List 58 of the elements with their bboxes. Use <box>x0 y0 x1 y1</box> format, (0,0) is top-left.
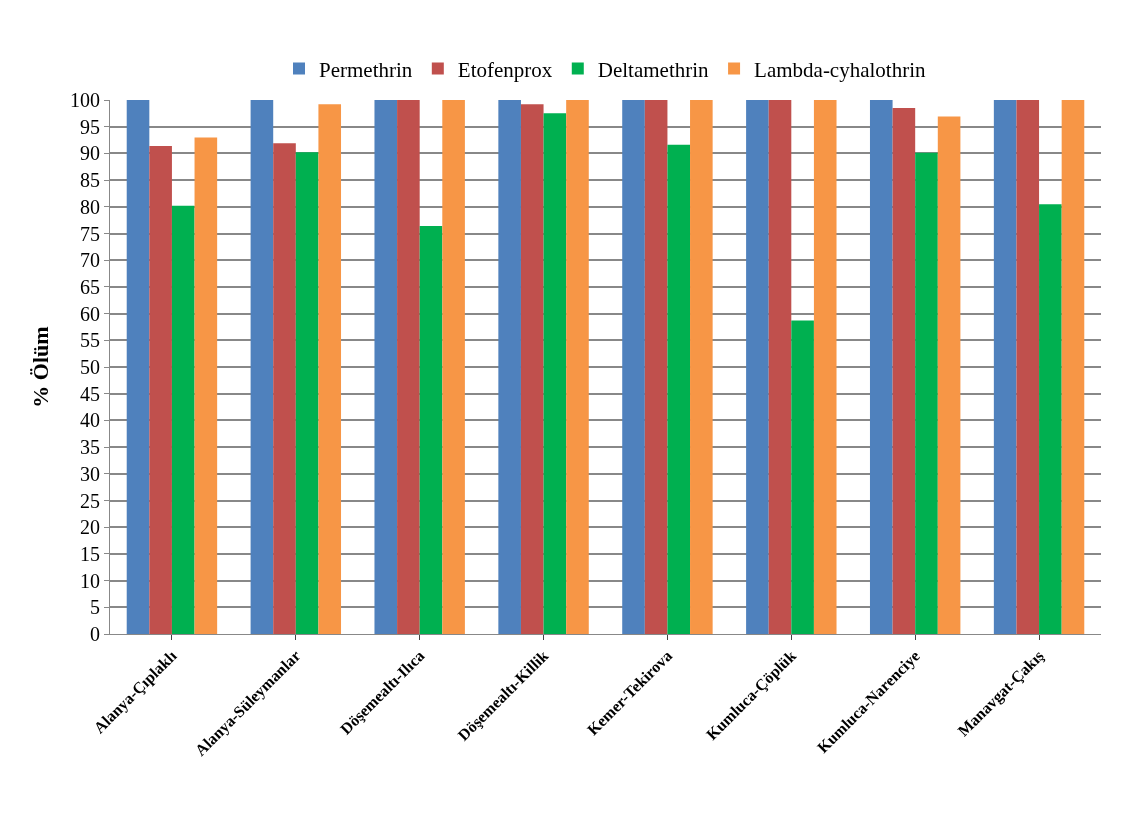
y-tick-label: 35 <box>80 436 100 459</box>
bar <box>937 116 961 634</box>
bar <box>318 104 342 634</box>
bar <box>644 100 668 634</box>
bar <box>498 100 521 634</box>
bar <box>690 100 713 634</box>
y-tick-label: 75 <box>80 222 100 245</box>
y-tick-label: 70 <box>80 249 100 272</box>
y-tick-label: 95 <box>80 115 100 138</box>
bar <box>566 100 589 634</box>
legend-label: Permethrin <box>319 57 413 82</box>
bar <box>419 226 443 634</box>
bar <box>892 108 916 634</box>
bar <box>171 205 195 634</box>
y-tick-label: 40 <box>80 409 100 432</box>
bar <box>442 100 465 634</box>
y-tick-label: 65 <box>80 275 100 298</box>
y-tick-label: 100 <box>70 89 100 111</box>
bar <box>1016 100 1040 634</box>
bar <box>813 100 837 634</box>
bar <box>1061 100 1085 634</box>
bar <box>520 104 544 634</box>
bar <box>543 113 567 634</box>
bar <box>149 145 172 634</box>
legend-label: Deltamethrin <box>597 57 710 82</box>
bar <box>250 100 274 634</box>
bar <box>915 152 938 634</box>
bar <box>667 144 691 634</box>
bar <box>397 100 420 634</box>
bar <box>1039 204 1062 634</box>
bar <box>791 320 814 634</box>
bar <box>295 152 319 634</box>
bar <box>869 100 893 634</box>
y-tick-label: 60 <box>80 302 100 325</box>
bar <box>273 143 296 634</box>
y-tick-label: 0 <box>90 623 100 645</box>
y-tick-label: 45 <box>80 382 100 405</box>
y-axis-title: % Ölüm <box>27 326 53 408</box>
y-tick-label: 25 <box>80 489 100 512</box>
y-tick-label: 85 <box>80 169 100 192</box>
y-tick-label: 20 <box>80 516 100 539</box>
y-tick-label: 5 <box>90 596 100 619</box>
legend-label: Lambda-cyhalothrin <box>754 57 927 82</box>
bar <box>194 137 218 634</box>
bar <box>993 100 1017 634</box>
bar <box>374 100 398 634</box>
y-tick-label: 55 <box>80 329 100 352</box>
bar <box>622 100 645 634</box>
y-tick-label: 50 <box>80 356 100 378</box>
legend-label: Etofenprox <box>457 57 553 82</box>
y-tick-label: 10 <box>80 569 100 592</box>
y-tick-label: 15 <box>80 542 100 565</box>
bar <box>126 100 150 634</box>
bar <box>768 100 792 634</box>
y-tick-label: 30 <box>80 462 100 485</box>
y-tick-label: 90 <box>80 142 100 165</box>
y-tick-label: 80 <box>80 195 100 218</box>
bar <box>746 100 769 634</box>
